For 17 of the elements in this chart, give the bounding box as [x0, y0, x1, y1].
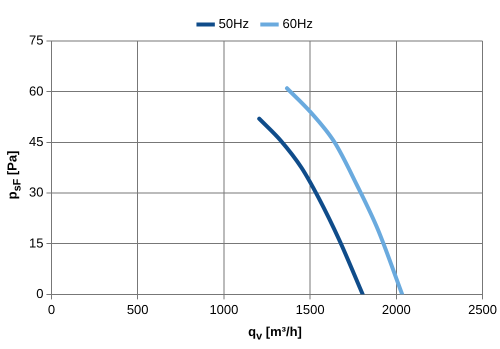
y-tick-label: 75: [28, 32, 44, 48]
y-tick-label: 30: [28, 184, 44, 200]
x-tick-label: 500: [126, 302, 149, 317]
y-tick-label: 60: [28, 83, 44, 98]
y-tick-label: 15: [28, 235, 44, 250]
x-tick-label: 2000: [382, 302, 411, 317]
x-tick-label: 1000: [209, 302, 238, 317]
x-axis-title: q$_{v}$ [m³/h]: [247, 324, 303, 343]
x-tick-label: 2500: [468, 302, 497, 317]
x-tick-label: 1500: [296, 302, 325, 317]
line-series: [285, 86, 404, 294]
x-tick-label: 0: [48, 302, 56, 317]
line-series: [257, 116, 365, 294]
y-tick-label: 45: [28, 134, 44, 149]
y-tick-label: 0: [36, 286, 44, 301]
legend-label: 60Hz: [282, 16, 313, 32]
legend-label: 50Hz: [218, 16, 250, 32]
